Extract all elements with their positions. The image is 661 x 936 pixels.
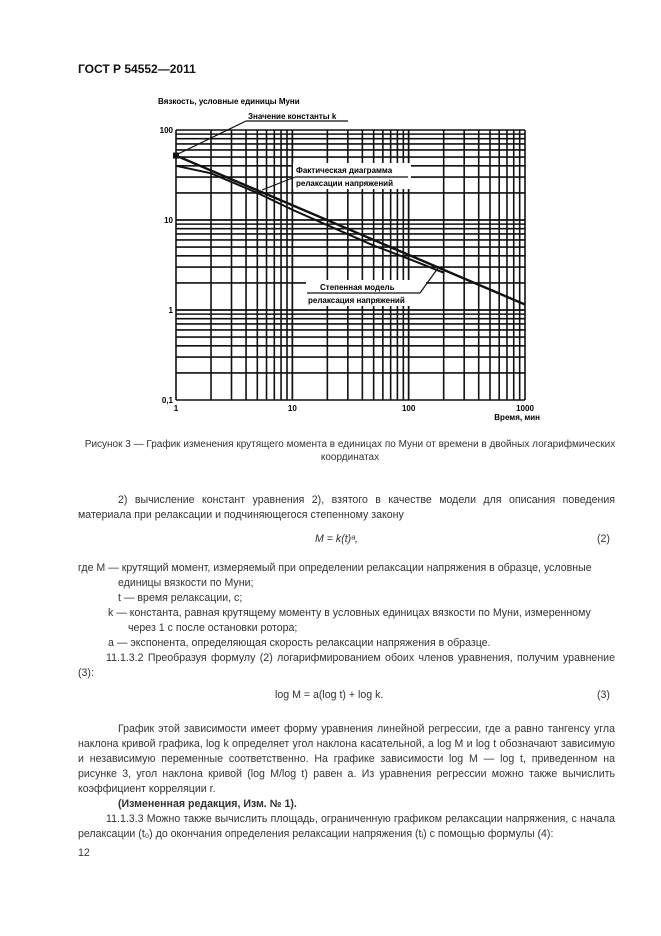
equation-3-number: (3) [597,689,610,701]
annotation-k-constant: Значение константы k [248,112,337,121]
k-constant-marker [173,152,179,159]
paragraph-11-1-3-2: 11.1.3.2 Преобразуя формулу (2) логарифм… [78,652,615,679]
annotation-actual-2: релаксации напряжений [296,179,393,188]
amendment-note: (Измененная редакция, Изм. № 1). [118,798,297,810]
chart-lines [173,152,526,306]
figure-caption: Рисунок 3 — График изменения крутящего м… [70,438,630,464]
equation-3: log M = a(log t) + log k. [275,689,384,701]
actual-relaxation-line [175,164,445,274]
document-header: ГОСТ Р 54552—2011 [78,62,196,76]
x-tick-label: 1000 [516,404,534,413]
x-axis-label: Время, мин [494,413,540,422]
x-tick-label: 100 [402,404,416,413]
paragraph-1: 2) вычисление констант уравнения 2), взя… [78,494,615,521]
y-tick-label: 10 [164,216,173,225]
power-model-line [175,154,526,306]
annotation-model-2: релаксация напряжений [308,296,405,305]
y-axis-label: Вязкость, условные единицы Муни [158,97,300,106]
y-tick-label: 1 [169,306,174,315]
definition-k: k — константа, равная крутящему моменту … [108,607,591,634]
definition-M: где M — крутящий момент, измеряемый при … [78,562,592,589]
y-tick-label: 100 [160,126,174,135]
annotation-actual-1: Фактическая диаграмма [296,166,393,175]
x-tick-label: 10 [288,404,297,413]
equation-2-number: (2) [597,533,610,545]
x-tick-label: 1 [174,404,179,413]
equation-2-text: M = k(t)ᵃ, [315,533,358,545]
caption-line-1: Рисунок 3 — График изменения крутящего м… [84,439,616,450]
equation-2: M = k(t)ᵃ, [315,533,358,545]
paragraph-regression: График этой зависимости имеет форму урав… [78,723,615,795]
relaxation-chart: Вязкость, условные единицы Муни Время, м… [158,97,540,422]
caption-line-2: координатах [320,452,380,463]
definition-t: t — время релаксации, с; [118,592,243,604]
annotation-model-1: Степенная модель [320,283,395,292]
paragraph-11-1-3-3: 11.1.3.3 Можно также вычислить площадь, … [78,813,615,840]
page-number: 12 [78,847,90,859]
y-tick-label: 0,1 [162,396,174,405]
definition-a: a — экспонента, определяющая скорость ре… [108,637,491,649]
